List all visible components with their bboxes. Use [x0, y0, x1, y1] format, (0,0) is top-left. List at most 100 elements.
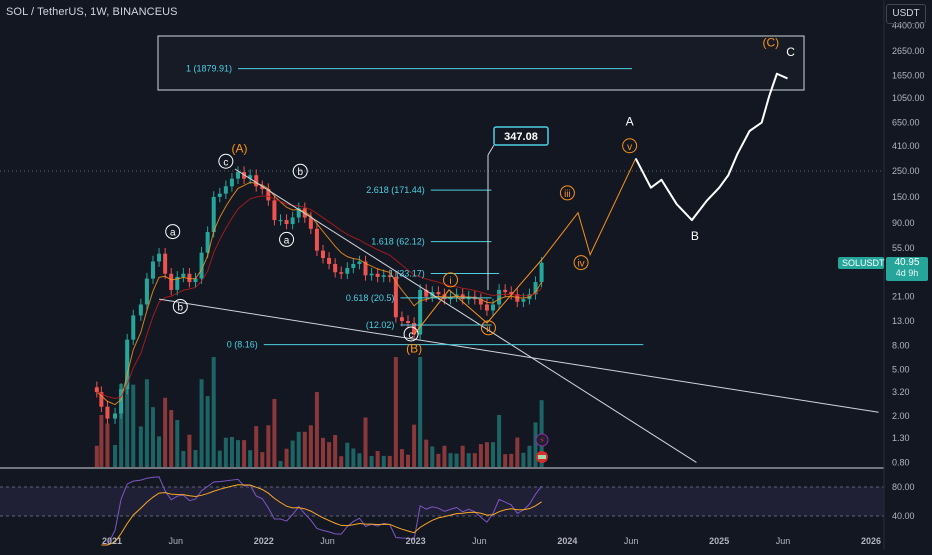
- volume-bar: [339, 456, 344, 467]
- volume-bar: [351, 448, 356, 467]
- candle-body: [406, 321, 411, 323]
- wave-label-text: iii: [564, 189, 571, 200]
- candle-body: [193, 278, 198, 283]
- candle-body: [119, 389, 124, 414]
- volume-bar: [119, 383, 124, 467]
- candle-body: [223, 186, 228, 194]
- volume-bar: [478, 444, 483, 467]
- rsi-tick-label: 40.00: [892, 511, 915, 521]
- fib-label: 0 (8.16): [227, 340, 258, 350]
- candle-body: [187, 273, 192, 283]
- y-tick-label: 3.20: [892, 387, 910, 397]
- trend-lines[interactable]: [0, 168, 884, 463]
- y-tick-label: 21.00: [892, 292, 915, 302]
- fib-label: 2.618 (171.44): [366, 185, 425, 195]
- y-tick-label: 5.00: [892, 364, 910, 374]
- fib-levels[interactable]: 1 (1879.91) 2.618 (171.44) 1.618 (62.12) 1 …: [186, 64, 644, 350]
- volume-bar: [266, 425, 271, 467]
- x-tick-label: 2024: [557, 536, 577, 546]
- candle-body: [157, 253, 162, 262]
- candle-body: [181, 273, 186, 277]
- y-tick-label: 90.00: [892, 218, 915, 228]
- wave-label: a: [165, 224, 181, 240]
- candle-body: [144, 278, 149, 305]
- volume-bar: [321, 437, 326, 467]
- candle-body: [131, 315, 136, 340]
- rsi-tick-label: 80.00: [892, 482, 915, 492]
- wave-label-text: a: [170, 228, 176, 239]
- candle-body: [94, 387, 99, 393]
- lightning-icon[interactable]: [535, 433, 549, 447]
- candle-body: [363, 261, 368, 276]
- wave-label: iv: [573, 255, 589, 271]
- target-label: 347.08: [504, 131, 538, 143]
- wave-label-text: b: [297, 167, 303, 178]
- bar-countdown: 4d 9h: [895, 268, 919, 278]
- candle-body: [503, 289, 508, 293]
- candle-body: [339, 272, 344, 274]
- candle-body: [539, 262, 544, 283]
- x-tick-label: Jun: [320, 536, 335, 546]
- wave-label-text: c: [409, 330, 414, 341]
- wave-label-text: (A): [232, 141, 248, 155]
- x-tick-label: 2023: [406, 536, 426, 546]
- volume-bar: [235, 440, 240, 467]
- wave-label-circle: [172, 298, 188, 314]
- alert-icons[interactable]: ⚡: [535, 433, 549, 463]
- volume-bar: [308, 425, 313, 467]
- candle-body: [290, 217, 295, 224]
- candle-body: [393, 276, 398, 318]
- y-tick-label: 1050.00: [892, 93, 925, 103]
- volume-bar: [387, 455, 392, 467]
- volume-bar: [424, 439, 429, 467]
- wave-label-circle: [218, 153, 234, 169]
- volume-bar: [272, 398, 277, 467]
- volume-bar: [497, 414, 502, 467]
- candle-body: [169, 273, 174, 290]
- volume-bar: [418, 357, 423, 467]
- volume-bars: [94, 357, 544, 467]
- target-zone-box[interactable]: [157, 35, 805, 91]
- volume-bar: [345, 442, 350, 467]
- volume-bar: [333, 434, 338, 467]
- x-tick-label: Jun: [776, 536, 791, 546]
- volume-bar: [430, 446, 435, 467]
- candle-body: [99, 392, 104, 407]
- wave-label-circle: [573, 255, 589, 271]
- volume-bar: [138, 426, 143, 467]
- wave-projections[interactable]: [413, 72, 788, 335]
- candle-body: [314, 228, 319, 251]
- wave-label-circle: [480, 320, 496, 336]
- volume-bar: [248, 450, 253, 467]
- volume-bar: [521, 452, 526, 467]
- time-axis[interactable]: 2021 Jun 2022 Jun 2023 Jun 2024 Jun 2025 Jun 2026: [102, 536, 881, 546]
- volume-bar: [491, 442, 496, 467]
- candle-body: [308, 217, 313, 229]
- lower-trend-line: [158, 298, 879, 413]
- rsi-band: [0, 487, 884, 516]
- price-axis[interactable]: 4400.00 2650.00 1650.00 1050.00 650.00 410.00…: [892, 20, 925, 467]
- candle-body: [424, 289, 429, 297]
- volume-bar: [448, 453, 453, 467]
- candle-body: [199, 252, 204, 279]
- wave-label-circle: [292, 163, 308, 179]
- currency-button[interactable]: USDT: [886, 4, 926, 24]
- ema-line: [96, 181, 543, 406]
- wave-label: c: [403, 326, 419, 342]
- ema-line: [96, 195, 542, 399]
- y-tick-label: 1650.00: [892, 70, 925, 80]
- candle-body: [272, 200, 277, 221]
- target-callout[interactable]: 347.08: [487, 126, 549, 290]
- wave-label: a: [279, 231, 295, 247]
- candle-body: [381, 275, 386, 277]
- candle-body: [497, 289, 502, 305]
- wave-label: A: [626, 115, 634, 129]
- candle-body: [296, 208, 301, 218]
- wave-label: b: [172, 298, 188, 314]
- wave-label: i: [443, 272, 459, 288]
- volume-bar: [369, 456, 374, 467]
- y-tick-label: 650.00: [892, 118, 920, 128]
- volume-bar: [509, 453, 514, 467]
